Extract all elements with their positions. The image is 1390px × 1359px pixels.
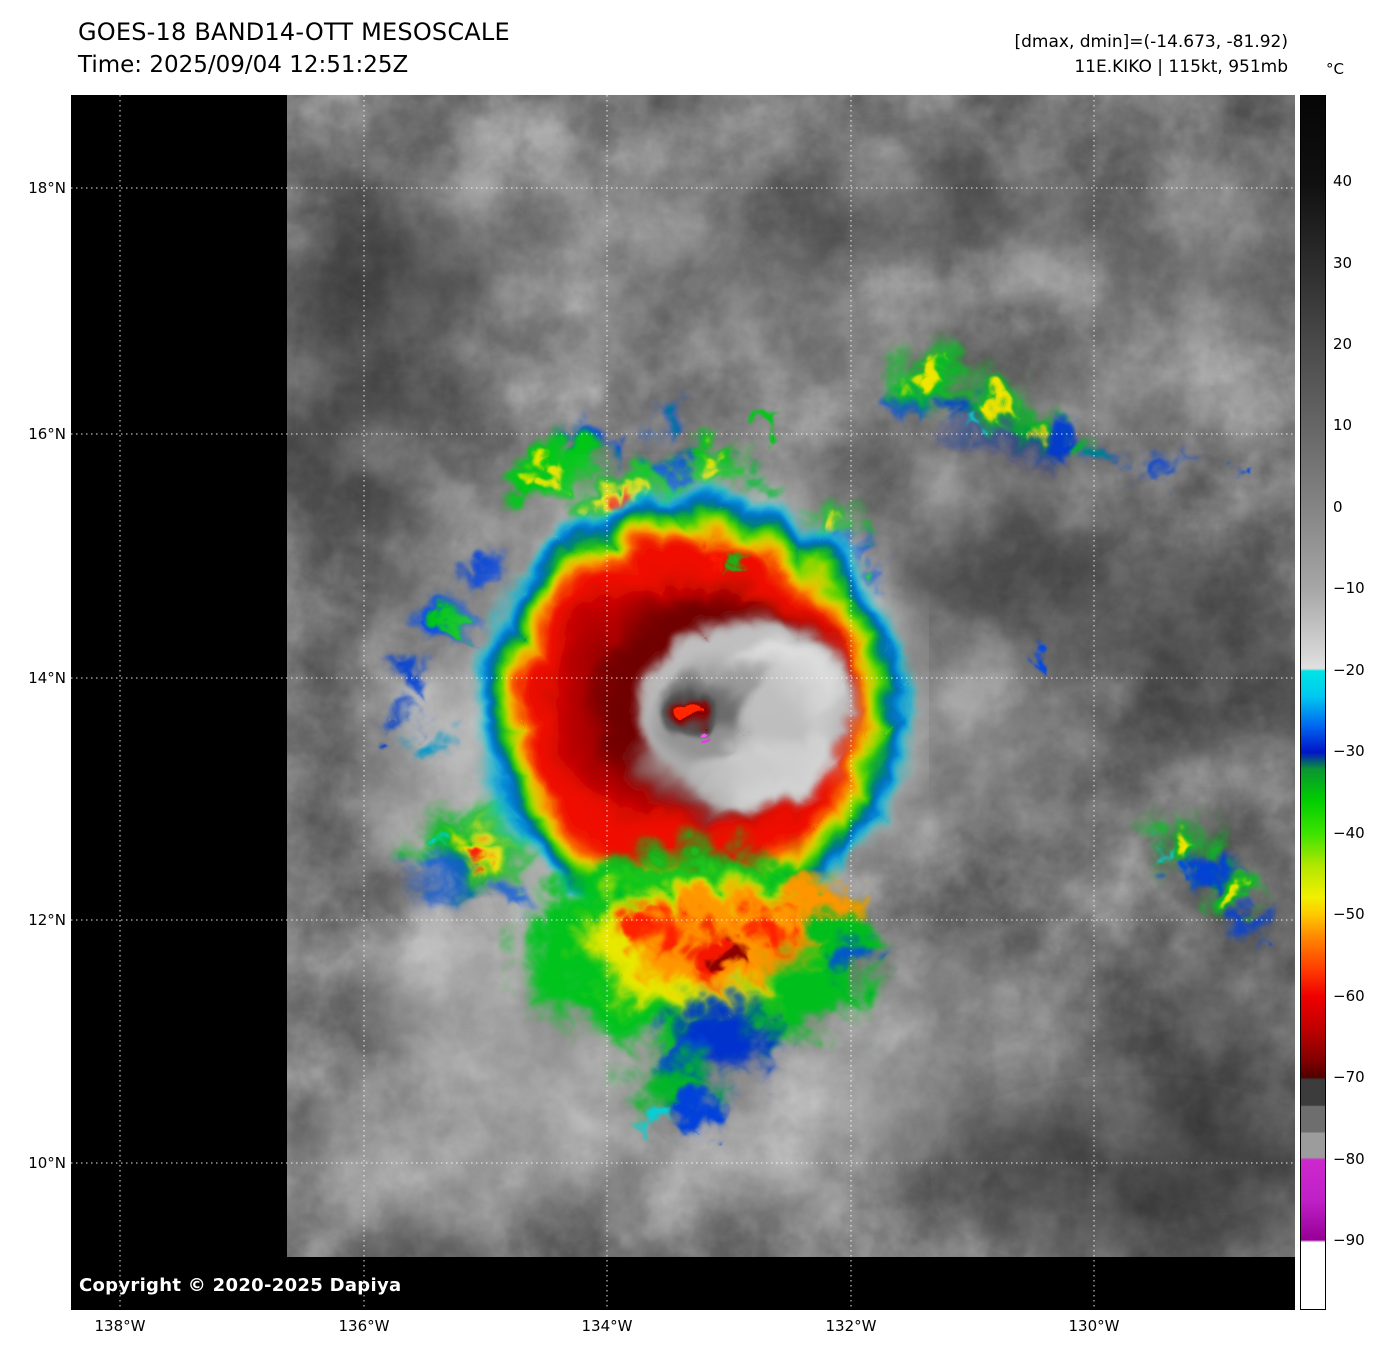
lat-label: 14°N	[28, 669, 66, 687]
product-timestamp: Time: 2025/09/04 12:51:25Z	[78, 52, 409, 78]
colorbar-tick: −40	[1333, 824, 1365, 842]
lon-label: 132°W	[825, 1317, 877, 1335]
satellite-imagery	[71, 95, 1295, 1310]
east-convective-cluster	[1147, 811, 1251, 920]
dmax-dmin-readout: [dmax, dmin]=(-14.673, -81.92)	[1014, 32, 1289, 52]
colorbar-tick: −90	[1333, 1231, 1365, 1249]
colorbar-tick: −80	[1333, 1150, 1365, 1168]
lat-label: 16°N	[28, 425, 66, 443]
hurricane-core	[455, 472, 911, 928]
colorbar-tick: 20	[1333, 335, 1353, 353]
lat-label: 10°N	[28, 1154, 66, 1172]
graticule	[71, 95, 1295, 1310]
colorbar-tick: −50	[1333, 905, 1365, 923]
lat-label: 12°N	[28, 911, 66, 929]
colorbar-unit-label: °C	[1326, 60, 1344, 78]
isolated-cells	[695, 444, 1236, 651]
northeast-convective-cluster	[875, 343, 1108, 462]
colorbar-gradient	[1301, 96, 1325, 1309]
product-title: GOES-18 BAND14-OTT MESOSCALE	[78, 18, 510, 46]
colorbar-tick: 40	[1333, 172, 1353, 190]
colorbar	[1300, 95, 1326, 1310]
colorbar-tick: −60	[1333, 987, 1365, 1005]
lat-label: 18°N	[28, 179, 66, 197]
lon-label: 138°W	[94, 1317, 146, 1335]
colorbar-tick: 10	[1333, 416, 1353, 434]
colorbar-tick: −20	[1333, 661, 1365, 679]
colorbar-tick: −70	[1333, 1068, 1365, 1086]
colorbar-tick: −10	[1333, 579, 1365, 597]
lon-label: 134°W	[581, 1317, 633, 1335]
data-region	[287, 95, 1295, 1257]
southern-convective-band	[511, 840, 867, 1118]
satellite-map: Copyright © 2020-2025 Dapiya	[71, 95, 1295, 1310]
colorbar-tick: −30	[1333, 742, 1365, 760]
colorbar-tick: 30	[1333, 254, 1353, 272]
lon-label: 130°W	[1068, 1317, 1120, 1335]
colorbar-tick: 0	[1333, 498, 1343, 516]
copyright-notice: Copyright © 2020-2025 Dapiya	[79, 1275, 402, 1296]
lon-label: 136°W	[338, 1317, 390, 1335]
storm-info: 11E.KIKO | 115kt, 951mb	[1074, 57, 1288, 77]
